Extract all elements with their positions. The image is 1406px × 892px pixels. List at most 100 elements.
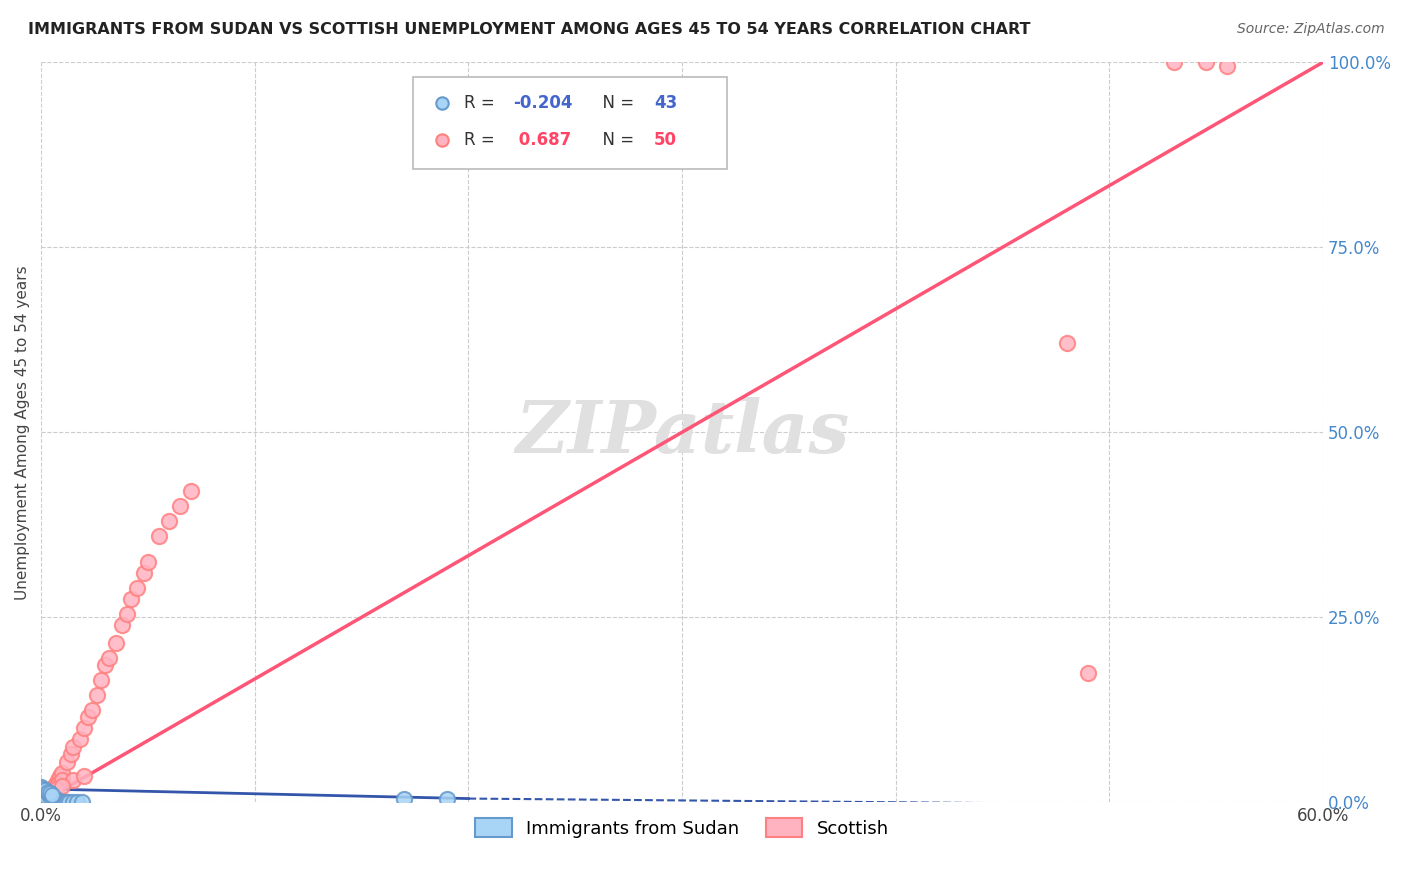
Point xyxy=(37,791,59,805)
Point xyxy=(34,783,56,797)
Point xyxy=(77,710,100,724)
Point xyxy=(34,788,56,802)
Point xyxy=(136,555,159,569)
Point xyxy=(37,788,59,802)
Point xyxy=(94,658,117,673)
Text: -0.204: -0.204 xyxy=(513,94,572,112)
Point xyxy=(38,786,60,800)
Point xyxy=(148,529,170,543)
Point xyxy=(1163,55,1185,70)
Point xyxy=(169,500,191,514)
Point xyxy=(34,789,56,804)
Point xyxy=(32,795,55,809)
Point xyxy=(73,721,96,735)
Point xyxy=(32,791,55,805)
Point xyxy=(394,791,416,805)
Point xyxy=(37,791,59,805)
Point xyxy=(37,785,59,799)
Point xyxy=(42,795,65,809)
Point xyxy=(46,777,69,791)
Point xyxy=(45,777,67,791)
Point xyxy=(38,784,60,798)
Point xyxy=(62,773,84,788)
Y-axis label: Unemployment Among Ages 45 to 54 years: Unemployment Among Ages 45 to 54 years xyxy=(15,265,30,599)
Point xyxy=(38,788,60,802)
Point xyxy=(34,788,56,802)
Point xyxy=(69,732,91,747)
Text: Source: ZipAtlas.com: Source: ZipAtlas.com xyxy=(1237,22,1385,37)
Point xyxy=(699,133,721,147)
Point xyxy=(42,780,65,795)
Point xyxy=(51,779,73,793)
Legend: Immigrants from Sudan, Scottish: Immigrants from Sudan, Scottish xyxy=(468,811,896,845)
Point xyxy=(1216,59,1239,73)
Point xyxy=(699,95,721,110)
Point xyxy=(38,795,60,809)
Point xyxy=(45,781,67,796)
Point xyxy=(51,765,73,780)
Point xyxy=(55,755,77,769)
Point xyxy=(38,789,60,804)
Text: 0.687: 0.687 xyxy=(513,131,571,149)
Text: R =: R = xyxy=(464,131,501,149)
Point xyxy=(62,795,84,809)
Point xyxy=(41,795,63,809)
Point xyxy=(32,791,55,805)
Point xyxy=(1194,55,1216,70)
Point xyxy=(157,514,180,528)
Point xyxy=(51,795,73,809)
Point xyxy=(46,773,69,788)
Point xyxy=(49,769,72,783)
Point xyxy=(46,795,69,809)
Text: N =: N = xyxy=(592,94,640,112)
Point xyxy=(37,795,59,809)
Point xyxy=(32,781,55,796)
Point xyxy=(62,739,84,754)
Point xyxy=(34,795,56,809)
Point xyxy=(132,566,155,580)
Point xyxy=(104,636,127,650)
Point xyxy=(30,780,52,795)
Point xyxy=(41,788,63,802)
Point xyxy=(34,791,56,805)
Point xyxy=(42,791,65,805)
Point xyxy=(30,784,52,798)
Point xyxy=(32,788,55,802)
Point xyxy=(37,788,59,802)
Text: ZIPatlas: ZIPatlas xyxy=(515,397,849,467)
Point xyxy=(32,786,55,800)
Point xyxy=(37,786,59,800)
Point xyxy=(60,747,83,761)
Point xyxy=(98,651,121,665)
Point xyxy=(58,795,80,809)
Point xyxy=(180,484,202,499)
Point xyxy=(38,791,60,805)
Point xyxy=(38,786,60,800)
Point xyxy=(127,581,149,595)
Point xyxy=(41,784,63,798)
Point xyxy=(82,703,104,717)
Point xyxy=(1077,665,1099,680)
Text: 50: 50 xyxy=(654,131,676,149)
Point xyxy=(34,789,56,804)
Point xyxy=(51,773,73,788)
Text: 43: 43 xyxy=(654,94,678,112)
Point xyxy=(1056,336,1078,351)
FancyBboxPatch shape xyxy=(413,77,727,169)
Point xyxy=(30,795,52,809)
Point xyxy=(45,791,67,805)
Point xyxy=(30,791,52,805)
Point xyxy=(41,784,63,798)
Point xyxy=(66,795,89,809)
Point xyxy=(436,791,458,805)
Point xyxy=(70,795,93,809)
Point xyxy=(32,784,55,798)
Point xyxy=(115,607,138,621)
Point xyxy=(45,795,67,809)
Point xyxy=(53,795,76,809)
Text: N =: N = xyxy=(592,131,640,149)
Point xyxy=(120,591,142,606)
Point xyxy=(86,688,108,702)
Point xyxy=(111,617,134,632)
Point xyxy=(41,791,63,805)
